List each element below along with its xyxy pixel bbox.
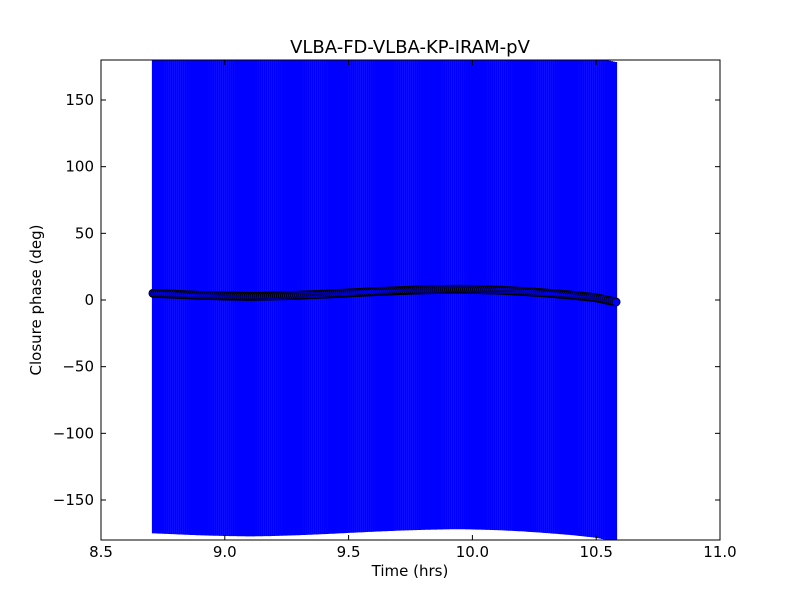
y-tick-label: −150 [53,491,94,509]
x-tick-label: 10.0 [456,543,489,561]
marker-layer [148,284,621,307]
x-axis-label: Time (hrs) [371,562,449,580]
y-tick-label: 50 [75,224,94,242]
x-tick-label: 11.0 [703,543,736,561]
y-tick-label: 0 [84,291,94,309]
y-tick-label: 100 [65,158,94,176]
y-axis: −150 −100 −50 0 50 100 150 [53,91,720,509]
y-tick-label: 150 [65,91,94,109]
x-tick-label: 9.5 [337,543,361,561]
x-tick-label: 8.5 [89,543,113,561]
y-tick-label: −100 [53,424,94,442]
y-axis-label: Closure phase (deg) [27,225,45,376]
x-tick-label: 10.5 [579,543,612,561]
y-tick-label: −50 [62,358,94,376]
x-axis: 8.5 9.0 9.5 10.0 10.5 11.0 [89,60,737,561]
data-point [611,297,621,307]
chart-title: VLBA-FD-VLBA-KP-IRAM-pV [290,37,530,58]
x-tick-label: 9.0 [213,543,237,561]
